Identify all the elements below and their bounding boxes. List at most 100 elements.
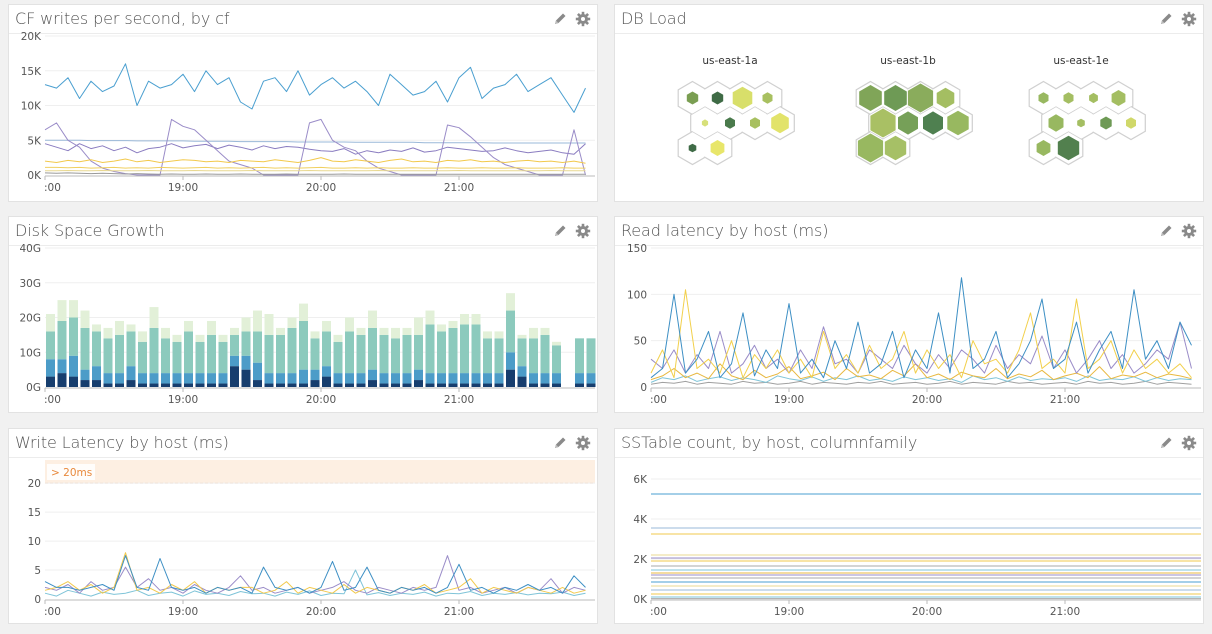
threshold-band <box>45 460 595 484</box>
hex-cell[interactable] <box>701 119 709 127</box>
bar-segment <box>540 327 550 335</box>
gear-icon[interactable] <box>575 11 591 27</box>
hex-cell[interactable] <box>1048 114 1064 132</box>
hex-group-label: us-east-1b <box>880 55 936 67</box>
bar-segment <box>276 373 285 384</box>
bar-segment <box>115 373 124 384</box>
bar-segment <box>184 331 193 374</box>
hex-cell[interactable] <box>859 85 882 111</box>
hex-cell[interactable] <box>898 111 918 135</box>
series-line <box>650 363 1192 381</box>
chart-canvas: 0G 10G 20G 30G 40G:00 19:00 20:00 21:00 <box>20 243 596 406</box>
bar-segment <box>483 373 492 384</box>
bar-segment <box>115 320 124 335</box>
pencil-icon[interactable] <box>552 223 568 239</box>
hex-cell[interactable] <box>857 133 884 163</box>
panel-write-latency: Write Latency by host (ms) > 20ms 0 5 10 15 20… <box>8 428 598 624</box>
hex-cell[interactable] <box>762 92 773 104</box>
hex-cell[interactable] <box>1063 92 1074 104</box>
bar-segment <box>517 338 527 367</box>
bar-segment <box>264 373 274 384</box>
y-tick-label: 4K <box>633 514 648 526</box>
pencil-icon[interactable] <box>552 435 568 451</box>
bar-segment <box>276 334 285 374</box>
gear-icon[interactable] <box>575 223 591 239</box>
bar-segment <box>414 369 423 381</box>
panel-actions <box>552 11 591 27</box>
bar-segment <box>425 373 435 384</box>
bar-segment <box>391 383 400 387</box>
hex-cell[interactable] <box>1089 92 1098 104</box>
hex-cell[interactable] <box>947 110 969 136</box>
hex-cell[interactable] <box>725 117 735 129</box>
hex-cell[interactable] <box>884 85 907 111</box>
bar-segment <box>483 383 492 387</box>
bar-segment <box>92 380 101 387</box>
gear-icon[interactable] <box>1181 435 1197 451</box>
hex-cell[interactable] <box>936 87 955 109</box>
panel-actions <box>1158 11 1197 27</box>
series-line <box>650 289 1192 379</box>
bar-segment <box>322 331 331 367</box>
hex-cell[interactable] <box>711 91 724 105</box>
bar-segment <box>506 369 515 387</box>
hex-cell[interactable] <box>688 143 697 153</box>
bar-segment <box>69 376 78 387</box>
bar-segment <box>333 341 343 374</box>
bar-segment <box>172 334 182 342</box>
bar-segment <box>540 373 550 384</box>
hex-cell[interactable] <box>771 112 789 134</box>
y-tick-label: 0 <box>34 594 41 606</box>
pencil-icon[interactable] <box>1158 11 1174 27</box>
panel-cf-writes: CF writes per second, by cf 0K 5K 10K 15K 20K… <box>8 4 598 202</box>
pencil-icon[interactable] <box>552 11 568 27</box>
hex-cell[interactable] <box>1100 116 1112 130</box>
bar-segment <box>460 314 469 325</box>
hex-cell[interactable] <box>923 111 943 135</box>
x-tick-label: 19:00 <box>774 394 804 406</box>
hex-cell[interactable] <box>1057 135 1080 161</box>
hex-cell[interactable] <box>870 108 896 138</box>
panel-title: Write Latency by host (ms) <box>15 433 229 452</box>
hex-cell[interactable] <box>1111 90 1126 106</box>
pencil-icon[interactable] <box>1158 223 1174 239</box>
hex-cell[interactable] <box>1126 117 1136 129</box>
bar-segment <box>264 334 274 374</box>
bar-segment <box>218 373 228 384</box>
bar-segment <box>241 331 251 356</box>
hex-cell[interactable] <box>1036 140 1051 156</box>
gear-icon[interactable] <box>1181 11 1197 27</box>
hex-cell[interactable] <box>732 86 753 110</box>
hex-cell[interactable] <box>907 83 934 113</box>
bar-segment <box>425 310 435 325</box>
gear-icon[interactable] <box>1181 223 1197 239</box>
y-tick-label: 20G <box>20 313 42 325</box>
pencil-icon[interactable] <box>1158 435 1174 451</box>
bar-segment <box>138 341 147 374</box>
y-tick-label: 15 <box>28 507 41 519</box>
bar-segment <box>218 341 228 374</box>
bar-segment <box>115 383 124 387</box>
hex-cell[interactable] <box>884 135 907 161</box>
x-tick-label: 21:00 <box>1050 606 1080 618</box>
bar-segment <box>356 373 366 384</box>
hex-cell[interactable] <box>1077 118 1085 128</box>
series-line <box>44 157 586 164</box>
bar-segment <box>540 383 550 387</box>
series-line <box>44 118 586 176</box>
bar-segment <box>80 327 90 370</box>
x-tick-label: :00 <box>44 394 61 406</box>
hex-cell[interactable] <box>686 91 699 105</box>
bar-segment <box>172 341 182 374</box>
bar-segment <box>322 320 331 332</box>
x-tick-label: 19:00 <box>168 182 198 194</box>
bar-segment <box>57 320 67 360</box>
hex-cell[interactable] <box>750 117 760 129</box>
gear-icon[interactable] <box>575 435 591 451</box>
bar-segment <box>460 383 469 387</box>
hex-cell[interactable] <box>710 140 725 156</box>
bar-segment <box>241 317 251 332</box>
hex-cell[interactable] <box>1038 92 1049 104</box>
y-tick-label: 100 <box>627 289 647 301</box>
bar-segment <box>322 376 331 387</box>
